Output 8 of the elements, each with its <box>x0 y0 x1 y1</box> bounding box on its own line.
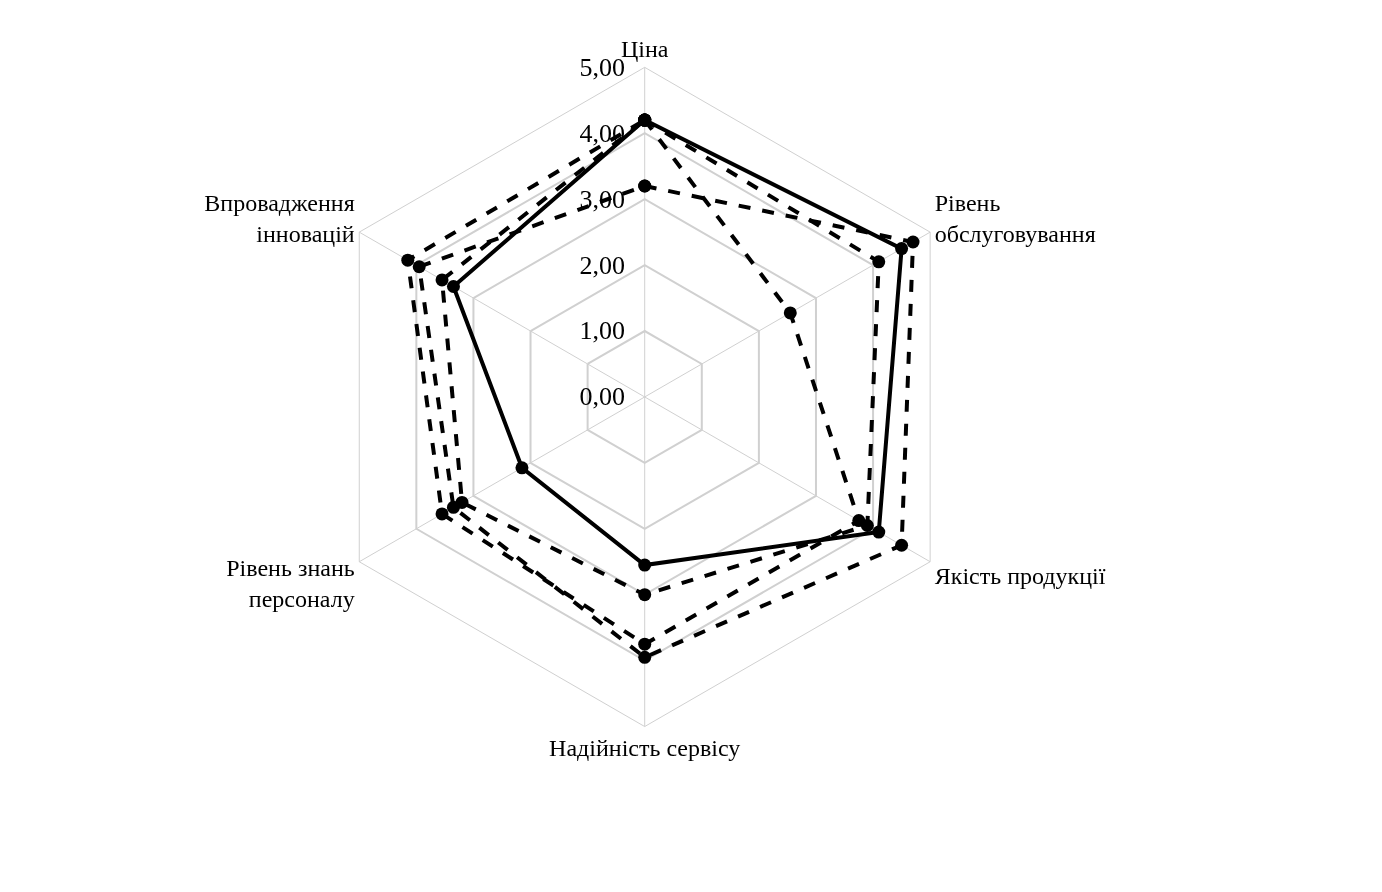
spoke-label: Рівень знань персоналу <box>226 554 355 613</box>
spoke-label: Впровадження інновацій <box>204 189 355 248</box>
spoke-label: Рівень обслуговування <box>934 189 1096 248</box>
y-tick-label: 2,00 <box>579 250 626 280</box>
y-tick-label: 0,00 <box>579 382 626 412</box>
spoke-label: Надійність сервісу <box>549 734 741 761</box>
y-tick-label: 1,00 <box>579 316 626 346</box>
spoke-label: Якість продукції <box>934 562 1106 589</box>
